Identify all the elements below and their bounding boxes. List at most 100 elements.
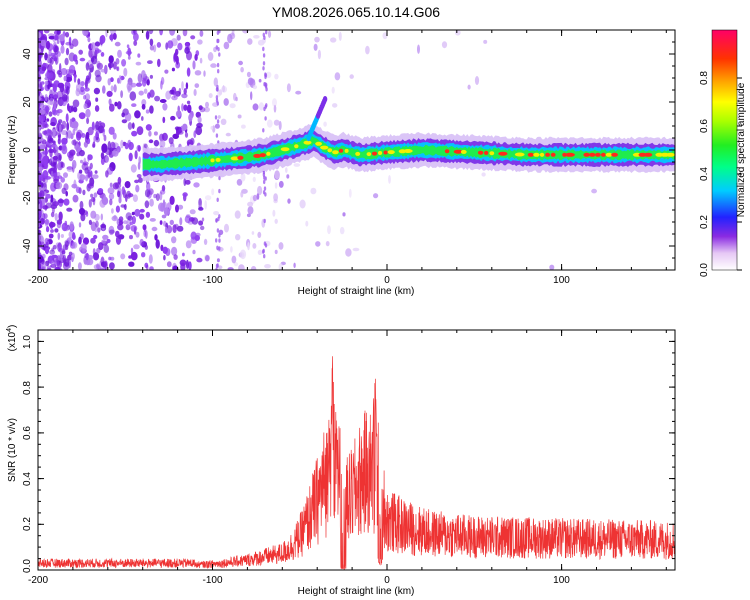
noise-speckle xyxy=(169,195,175,205)
noise-speckle xyxy=(60,68,68,76)
noise-speckle xyxy=(58,119,63,124)
noise-speckle xyxy=(365,45,370,55)
noise-speckle xyxy=(198,220,204,226)
noise-speckle xyxy=(185,179,191,185)
noise-streak xyxy=(264,176,267,181)
noise-speckle xyxy=(160,203,165,213)
noise-speckle xyxy=(94,170,98,174)
noise-speckle xyxy=(145,30,150,40)
ridge-core xyxy=(666,152,675,157)
noise-speckle xyxy=(143,229,146,237)
spectrogram-xtick-label: -100 xyxy=(202,275,222,286)
noise-speckle xyxy=(339,226,345,235)
noise-speckle xyxy=(162,103,168,111)
noise-speckle xyxy=(135,231,140,238)
noise-speckle xyxy=(56,109,63,114)
snr-ytick-label: 0.0 xyxy=(22,559,33,573)
noise-speckle xyxy=(146,181,151,192)
snr-xtick-label: 0 xyxy=(384,575,390,586)
noise-speckle xyxy=(128,141,134,151)
noise-speckle xyxy=(130,225,138,232)
snr-frame xyxy=(37,329,676,571)
noise-speckle xyxy=(173,89,176,99)
noise-speckle xyxy=(71,159,77,169)
noise-speckle xyxy=(330,37,337,43)
noise-speckle xyxy=(38,262,42,270)
noise-speckle xyxy=(121,59,127,67)
noise-speckle xyxy=(166,261,172,268)
noise-speckle xyxy=(57,232,61,240)
noise-speckle xyxy=(80,81,85,87)
noise-speckle xyxy=(252,194,258,202)
noise-speckle xyxy=(38,229,41,234)
noise-speckle xyxy=(80,243,87,252)
noise-streak xyxy=(218,175,221,181)
ridge-core xyxy=(514,152,525,157)
noise-speckle xyxy=(149,266,154,270)
noise-speckle xyxy=(238,60,244,66)
noise-speckle xyxy=(193,89,197,96)
noise-speckle xyxy=(240,173,246,182)
noise-speckle xyxy=(49,249,56,255)
noise-speckle xyxy=(145,211,151,218)
ridge-core xyxy=(355,151,361,156)
noise-speckle xyxy=(314,36,320,43)
noise-speckle xyxy=(149,198,154,207)
noise-speckle xyxy=(38,31,42,39)
noise-speckle xyxy=(88,199,92,208)
noise-speckle xyxy=(51,206,55,214)
noise-speckle xyxy=(125,50,133,55)
noise-speckle xyxy=(103,244,110,253)
noise-speckle xyxy=(100,157,105,166)
noise-speckle xyxy=(87,37,91,43)
noise-speckle xyxy=(50,122,56,126)
noise-speckle xyxy=(217,115,221,119)
noise-speckle xyxy=(95,97,99,102)
noise-speckle xyxy=(38,192,43,197)
noise-speckle xyxy=(131,130,138,137)
snr-scale-exponent: 4 xyxy=(6,328,13,332)
noise-speckle xyxy=(197,39,203,45)
snr-ticks xyxy=(37,330,675,571)
ridge-core xyxy=(605,152,613,157)
noise-speckle xyxy=(184,132,189,138)
ridge-core xyxy=(403,149,413,153)
noise-speckle xyxy=(56,243,63,252)
noise-speckle xyxy=(293,163,301,167)
noise-speckle xyxy=(110,141,116,151)
spectrogram-xtick-label: -200 xyxy=(28,275,48,286)
noise-speckle xyxy=(47,134,52,144)
noise-speckle xyxy=(68,65,76,74)
noise-speckle xyxy=(188,114,193,122)
noise-speckle xyxy=(148,254,153,264)
noise-speckle xyxy=(100,34,106,44)
noise-speckle xyxy=(118,75,122,84)
noise-speckle xyxy=(382,32,388,40)
noise-speckle xyxy=(159,220,163,225)
ridge-core xyxy=(484,150,489,155)
noise-streak xyxy=(216,84,219,90)
noise-speckle xyxy=(71,117,76,123)
noise-speckle xyxy=(65,76,73,82)
noise-speckle xyxy=(267,30,272,38)
noise-speckle xyxy=(331,86,335,94)
noise-speckle xyxy=(199,30,204,37)
noise-speckle xyxy=(213,211,220,216)
noise-speckle xyxy=(145,109,150,114)
noise-speckle xyxy=(56,221,62,229)
noise-speckle xyxy=(117,101,122,110)
noise-speckle xyxy=(54,45,59,55)
noise-speckle xyxy=(285,167,288,173)
ridge-core xyxy=(643,152,653,157)
noise-speckle xyxy=(177,204,184,210)
noise-speckle xyxy=(95,121,100,131)
noise-speckle xyxy=(38,173,43,182)
noise-speckle xyxy=(115,58,120,65)
noise-speckle xyxy=(85,252,89,261)
noise-streak xyxy=(263,254,266,259)
noise-speckle xyxy=(72,99,80,108)
noise-streak xyxy=(215,98,219,103)
noise-speckle xyxy=(41,66,47,72)
noise-streak xyxy=(262,61,266,66)
noise-speckle xyxy=(44,94,48,102)
